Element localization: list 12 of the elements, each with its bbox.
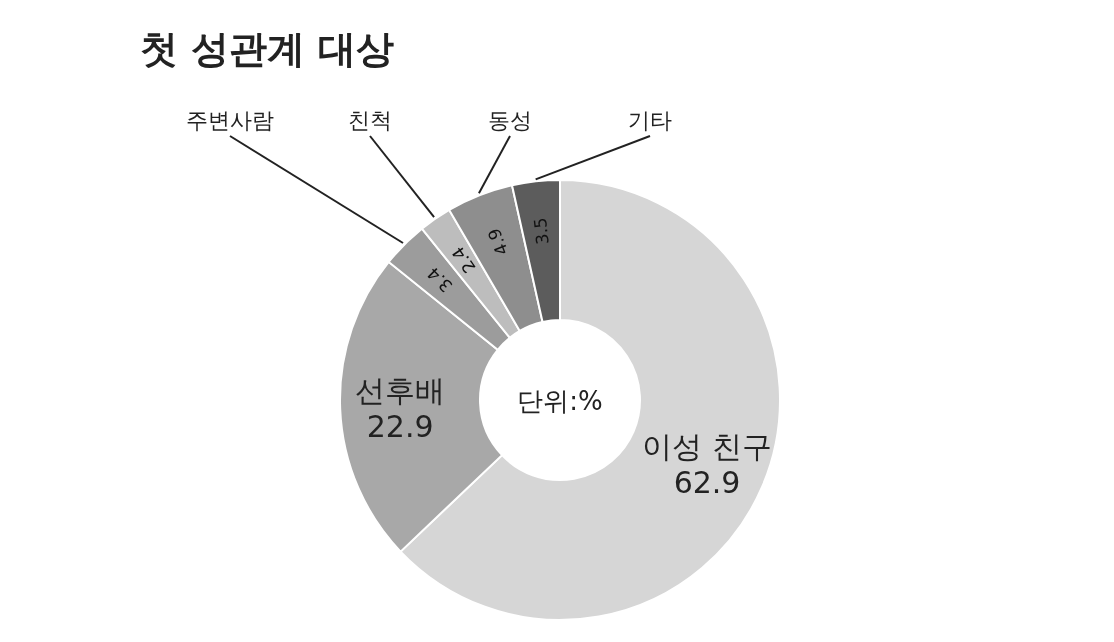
data-label: 22.9 bbox=[366, 408, 434, 444]
data-label: 4.9 bbox=[483, 225, 513, 258]
chart-title: 첫 성관계 대상 bbox=[140, 27, 395, 71]
slice-label: 선후배 bbox=[355, 372, 446, 408]
text: 단위:% bbox=[517, 386, 603, 416]
data-label: 3.5 bbox=[529, 216, 553, 246]
slice-label: 주변사람 bbox=[186, 108, 274, 133]
data-label: 62.9 bbox=[673, 465, 741, 501]
slice-label: 이성 친구 bbox=[642, 429, 772, 465]
slice-label: 동성 bbox=[488, 108, 532, 133]
slice-label: 기타 bbox=[628, 108, 672, 133]
slice-label: 친척 bbox=[348, 108, 392, 133]
